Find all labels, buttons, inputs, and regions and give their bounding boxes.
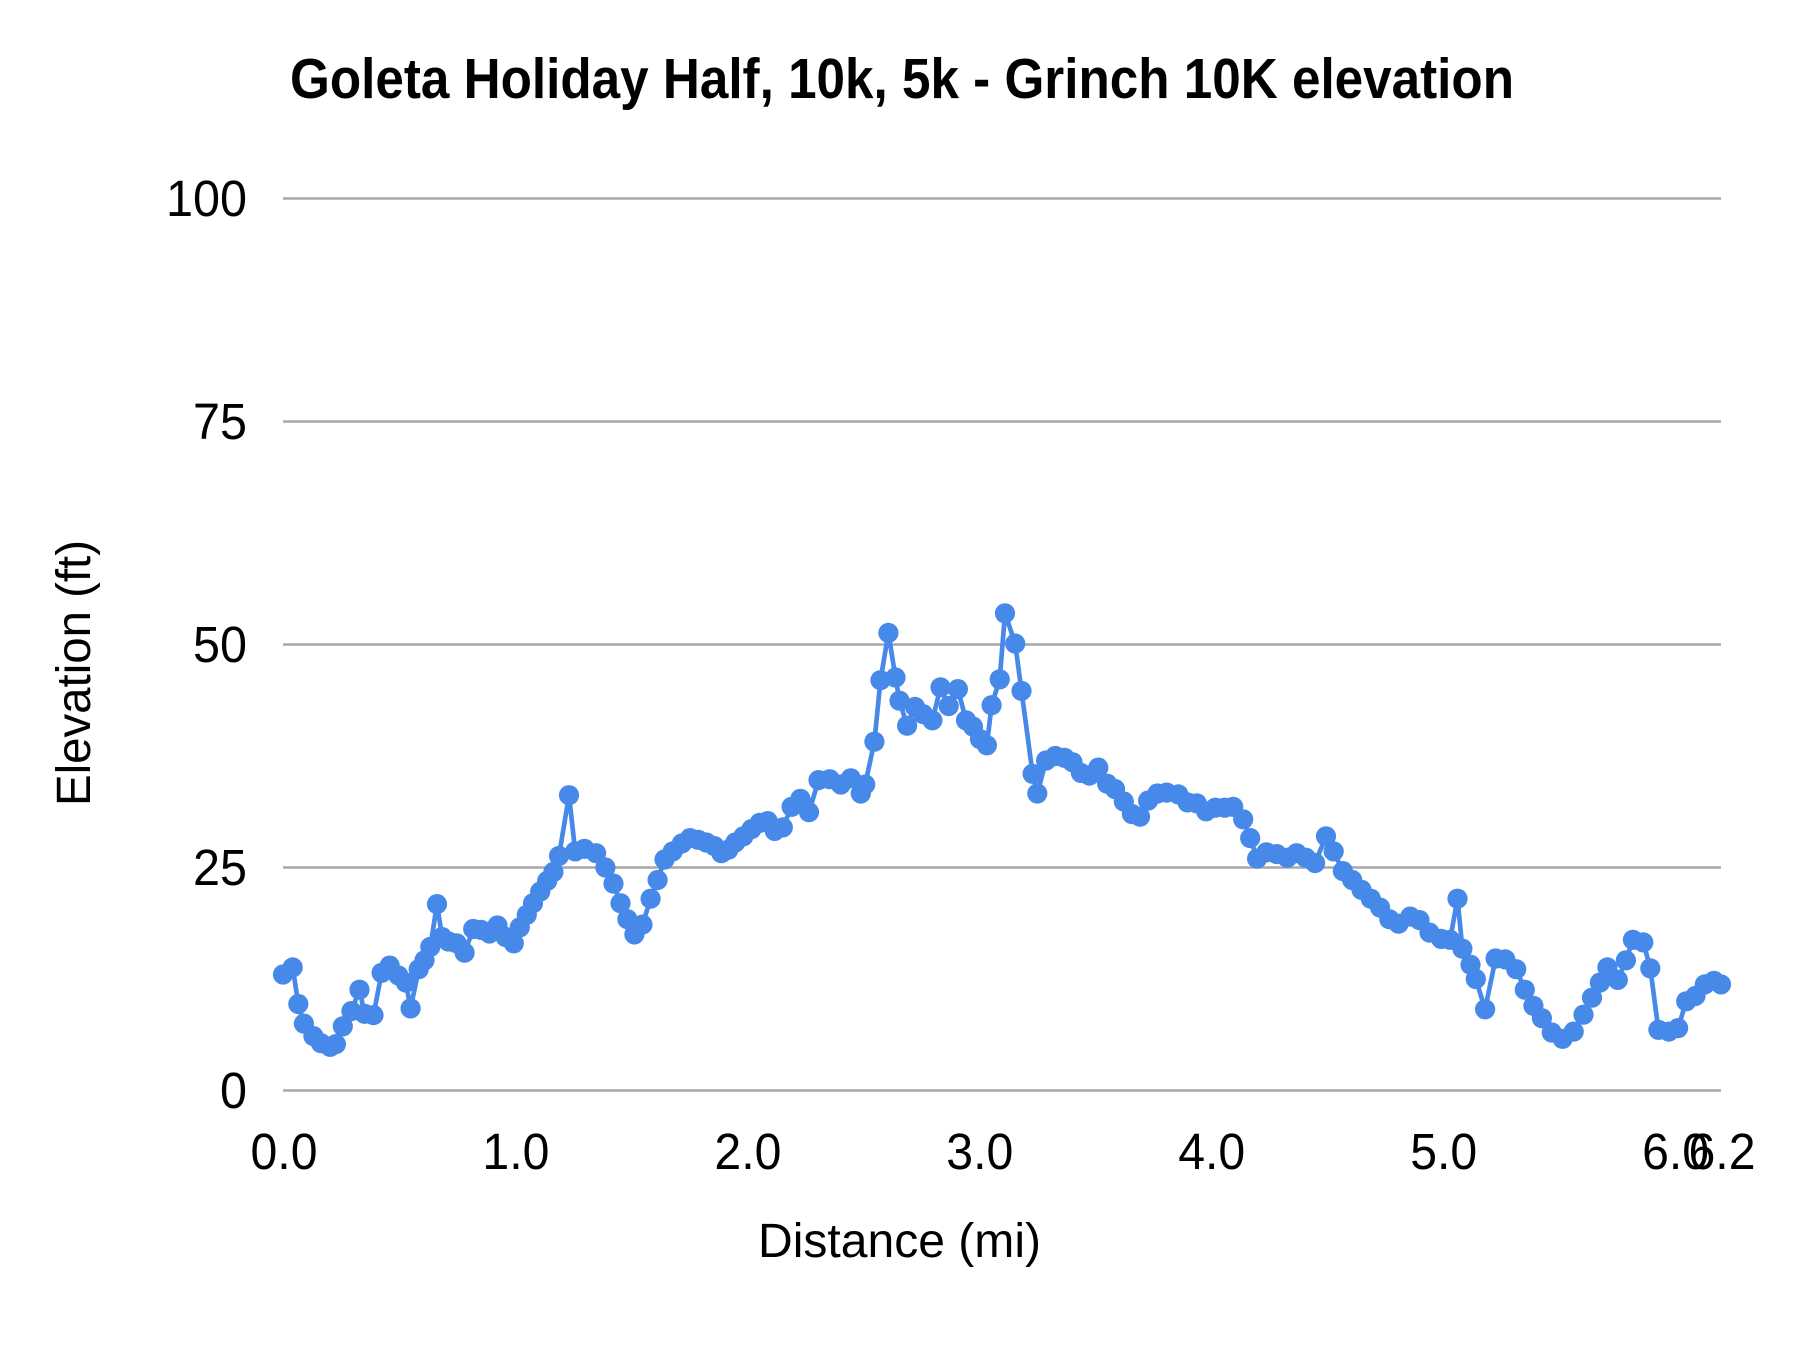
svg-text:Elevation (ft): Elevation (ft) xyxy=(48,540,101,806)
svg-text:2.0: 2.0 xyxy=(714,1123,781,1180)
svg-text:0.0: 0.0 xyxy=(251,1123,318,1180)
svg-text:5.0: 5.0 xyxy=(1410,1123,1477,1180)
svg-text:1.0: 1.0 xyxy=(482,1123,549,1180)
svg-text:75: 75 xyxy=(193,393,247,450)
svg-text:6.0: 6.0 xyxy=(1642,1123,1709,1180)
svg-text:Distance (mi): Distance (mi) xyxy=(758,1215,1041,1268)
svg-text:100: 100 xyxy=(166,170,247,227)
svg-text:4.0: 4.0 xyxy=(1178,1123,1245,1180)
svg-text:3.0: 3.0 xyxy=(946,1123,1013,1180)
svg-text:50: 50 xyxy=(193,616,247,673)
svg-text:6.2: 6.2 xyxy=(1689,1123,1756,1180)
svg-text:25: 25 xyxy=(193,839,247,896)
svg-text:0: 0 xyxy=(220,1062,247,1119)
svg-text:Goleta Holiday Half, 10k, 5k -: Goleta Holiday Half, 10k, 5k - Grinch 10… xyxy=(290,47,1514,111)
